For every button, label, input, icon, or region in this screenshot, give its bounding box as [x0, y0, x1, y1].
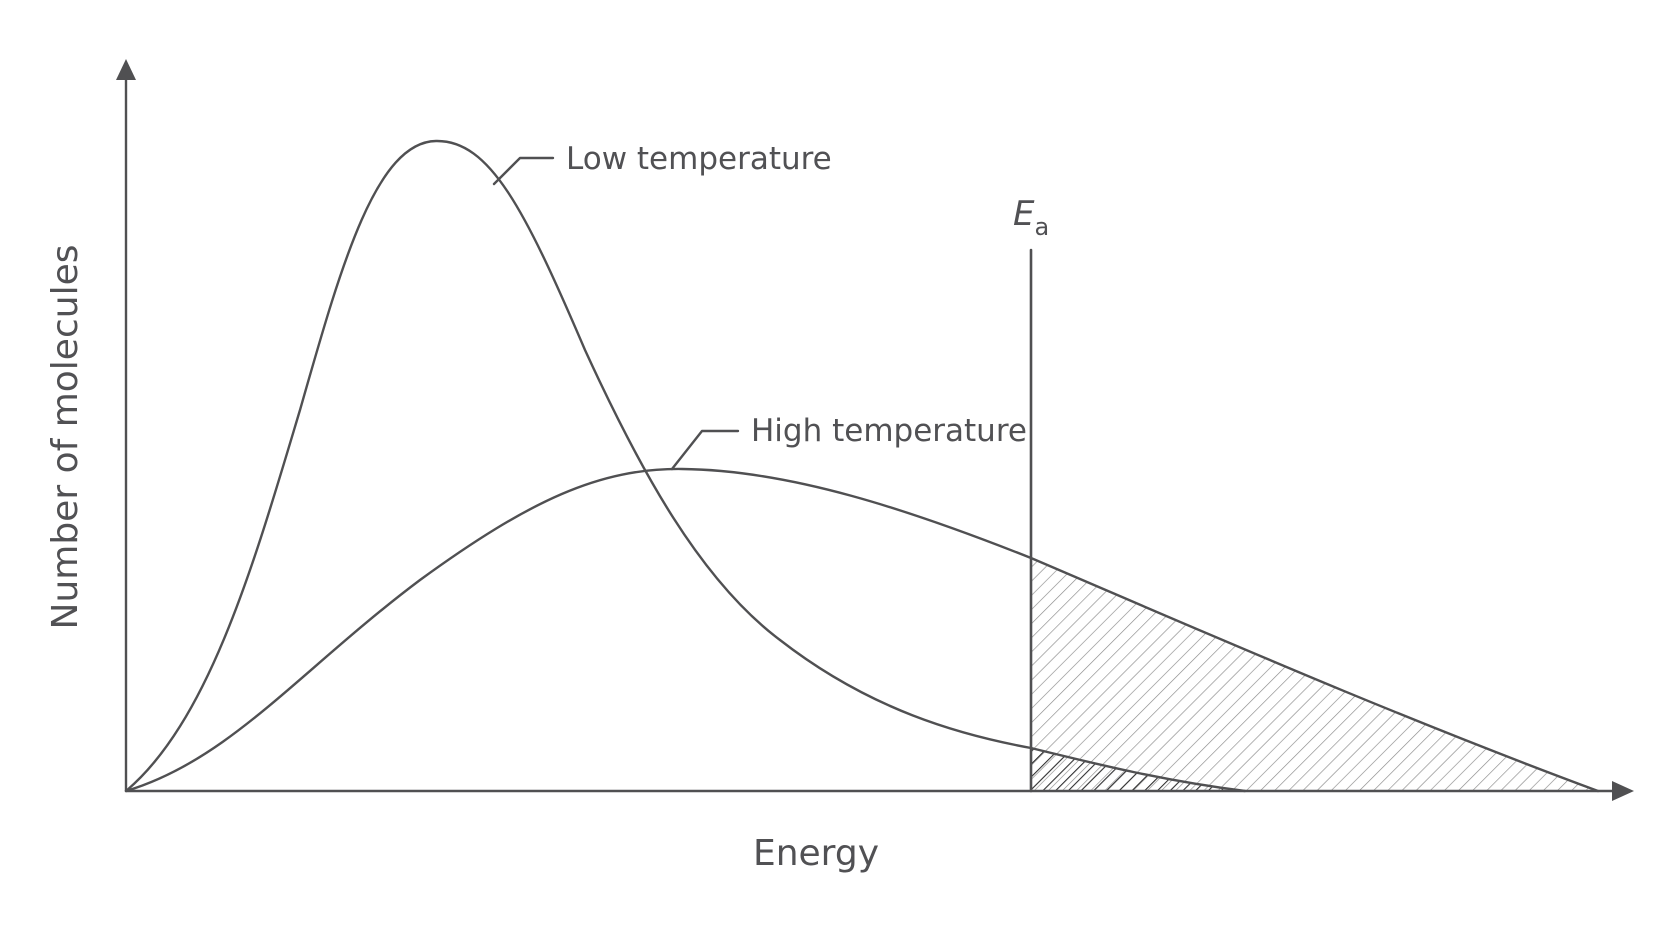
activation-energy-subscript: a: [1034, 213, 1049, 241]
activation-energy-label: Ea: [1013, 194, 1049, 241]
high-temperature-curve: [124, 467, 1600, 793]
high-temperature-callout-line: [670, 429, 740, 471]
low-temperature-curve: [124, 139, 1247, 793]
y-axis-arrow-icon: [116, 59, 136, 80]
high-temperature-tail-shading: [1031, 558, 1598, 791]
high-temperature-label: High temperature: [751, 413, 1027, 449]
x-axis-arrow-icon: [1612, 781, 1634, 801]
low-temperature-tail-shading: [1031, 748, 1245, 791]
low-temperature-callout-line: [492, 156, 555, 186]
x-axis-title: Energy: [753, 833, 879, 874]
activation-energy-symbol: E: [1013, 194, 1035, 234]
low-temperature-label: Low temperature: [566, 141, 832, 177]
y-axis-title: Number of molecules: [45, 245, 86, 630]
